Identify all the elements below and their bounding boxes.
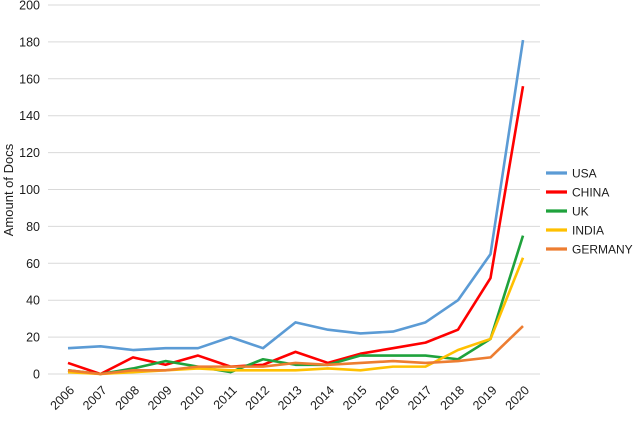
x-tick-label: 2010 (178, 383, 208, 413)
legend-label-usa: USA (572, 167, 597, 181)
y-axis-title: Amount of Docs (1, 143, 16, 236)
y-tick-label: 200 (19, 0, 40, 13)
x-tick-label: 2020 (503, 383, 533, 413)
x-tick-label: 2008 (113, 383, 143, 413)
series-line-germany (67, 325, 524, 376)
y-tick-label: 140 (19, 109, 40, 123)
y-tick-label: 100 (19, 183, 40, 197)
y-tick-label: 160 (19, 72, 40, 86)
legend-label-uk: UK (572, 205, 589, 219)
legend-item-china: CHINA (546, 186, 609, 200)
y-tick-label: 120 (19, 146, 40, 160)
y-tick-label: 20 (26, 331, 40, 345)
x-tick-label: 2017 (405, 383, 435, 413)
y-tick-label: 60 (26, 257, 40, 271)
series-line-china (67, 85, 525, 376)
series-line-india (67, 257, 525, 376)
legend-item-uk: UK (546, 205, 589, 219)
y-tick-label: 40 (26, 294, 40, 308)
x-tick-label: 2011 (211, 383, 240, 412)
x-tick-label: 2007 (80, 383, 110, 413)
x-tick-label: 2012 (243, 383, 273, 413)
legend-item-usa: USA (546, 167, 597, 181)
x-tick-label: 2019 (470, 383, 500, 413)
y-tick-label: 0 (33, 368, 40, 382)
legend-item-india: INDIA (546, 224, 604, 238)
x-tick-label: 2013 (275, 383, 305, 413)
series-line-usa (67, 39, 525, 352)
legend-label-germany: GERMANY (572, 243, 633, 257)
x-tick-label: 2014 (308, 383, 338, 413)
x-tick-label: 2009 (145, 383, 175, 413)
x-tick-label: 2018 (438, 383, 468, 413)
y-tick-label: 180 (19, 35, 40, 49)
legend-item-germany: GERMANY (546, 243, 633, 257)
legend-label-india: INDIA (572, 224, 604, 238)
x-tick-label: 2016 (373, 383, 403, 413)
series-line-uk (67, 235, 525, 376)
x-tick-label: 2015 (340, 383, 370, 413)
y-tick-label: 80 (26, 220, 40, 234)
legend-label-china: CHINA (572, 186, 609, 200)
x-tick-label: 2006 (48, 383, 78, 413)
